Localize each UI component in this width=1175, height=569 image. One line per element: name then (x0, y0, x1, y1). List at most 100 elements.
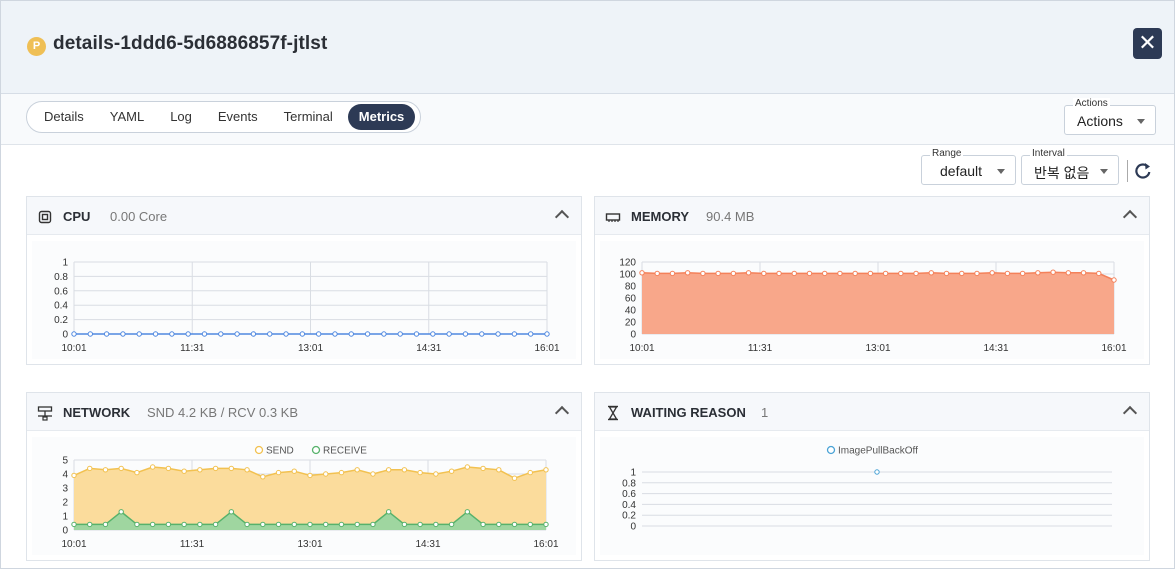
y-tick-label: 0.8 (54, 272, 68, 283)
data-point (165, 521, 172, 528)
data-point (730, 270, 737, 277)
hourglass-icon (608, 405, 618, 421)
collapse-icon[interactable] (1122, 405, 1138, 421)
interval-value: 반복 없음 (1034, 165, 1090, 181)
data-point (464, 509, 471, 515)
x-tick-label: 16:01 (534, 343, 559, 354)
data-point (323, 521, 329, 528)
data-point (776, 270, 782, 277)
tab-events[interactable]: Events (217, 109, 258, 124)
y-tick-label: 0.4 (54, 301, 68, 312)
x-tick-label: 14:31 (415, 539, 440, 550)
interval-select[interactable]: Interval 반복 없음 (1021, 148, 1119, 185)
tab-details[interactable]: Details (44, 109, 84, 124)
data-point (87, 465, 93, 472)
data-point (299, 331, 306, 337)
data-point (120, 331, 126, 337)
legend-marker (826, 445, 836, 455)
data-point (913, 270, 919, 277)
tab-group: Details YAML Log Events Terminal Metrics (26, 101, 422, 133)
y-tick-label: 40 (625, 306, 637, 317)
network-title: NETWORK (63, 405, 131, 420)
y-tick-label: 1 (62, 258, 68, 269)
data-point (989, 270, 995, 276)
data-point (181, 521, 187, 528)
network-chart: 5 4 3 2 1 0 10:01 11:31 13:01 14:31 16:01 SEND RECEI… (61, 446, 558, 551)
data-point (496, 521, 502, 528)
data-point (401, 521, 408, 528)
data-point (244, 521, 250, 528)
data-point (639, 270, 645, 276)
collapse-icon[interactable] (1122, 209, 1138, 225)
data-point (480, 465, 486, 472)
data-point (806, 270, 813, 277)
data-point (446, 331, 452, 337)
close-button[interactable]: ✕ (1133, 28, 1162, 59)
data-point (1019, 270, 1026, 277)
range-select[interactable]: Range default (921, 148, 1016, 185)
y-tick-label: 4 (62, 470, 68, 481)
x-tick-label: 13:01 (865, 343, 890, 354)
data-point (495, 331, 501, 337)
tab-bar: Details YAML Log Events Terminal Metrics… (1, 94, 1174, 145)
data-point (1065, 270, 1072, 276)
data-point (413, 331, 420, 337)
network-panel: NETWORK SND 4.2 KB / RCV 0.3 KB 5 4 3 2 1 0 10… (26, 392, 582, 561)
actions-value: Actions (1077, 113, 1123, 129)
data-point (433, 471, 439, 477)
data-point (212, 465, 219, 472)
memory-value: 90.4 MB (706, 209, 755, 224)
x-tick-label: 11:31 (180, 539, 205, 550)
data-point (511, 331, 518, 337)
data-point (867, 270, 874, 277)
data-point (898, 270, 904, 277)
actions-dropdown[interactable]: Actions Actions (1064, 98, 1156, 135)
data-point (332, 331, 338, 337)
range-value: default (940, 163, 983, 179)
cpu-chart: 1 0.8 0.6 0.4 0.2 0 10:01 11:31 13:01 14:31 16:01 (54, 258, 560, 355)
tab-log[interactable]: Log (170, 109, 192, 124)
y-tick-label: 5 (62, 456, 68, 467)
y-tick-label: 0.6 (54, 286, 68, 297)
data-point (87, 521, 93, 528)
y-tick-label: 0.2 (622, 511, 636, 522)
data-point (837, 270, 843, 277)
y-tick-label: 0 (630, 330, 636, 341)
data-point (1111, 277, 1117, 283)
tab-yaml[interactable]: YAML (109, 109, 145, 124)
y-tick-label: 120 (619, 258, 636, 269)
tab-metrics[interactable]: Metrics (347, 104, 416, 130)
data-point (761, 270, 767, 277)
y-tick-label: 2 (62, 498, 68, 509)
data-point (201, 331, 208, 337)
series-area (642, 272, 1114, 334)
collapse-icon[interactable] (554, 405, 570, 421)
data-point (212, 521, 219, 528)
data-point (315, 331, 322, 337)
tab-terminal[interactable]: Terminal (283, 109, 333, 124)
memory-panel-header: MEMORY 90.4 MB (595, 197, 1149, 235)
data-point (928, 270, 934, 276)
refresh-button[interactable] (1127, 160, 1152, 182)
legend-label: SEND (266, 446, 294, 457)
chevron-down-icon (1137, 119, 1145, 124)
x-tick-label: 10:01 (61, 343, 86, 354)
data-point (260, 474, 266, 480)
data-point (87, 331, 94, 337)
cpu-title: CPU (63, 209, 91, 224)
y-tick-label: 1 (62, 512, 68, 523)
collapse-icon[interactable] (554, 209, 570, 225)
data-point (218, 331, 224, 337)
data-point (527, 469, 533, 476)
data-point (102, 521, 109, 528)
data-point (283, 331, 289, 337)
data-point (134, 521, 140, 528)
data-point (338, 469, 345, 476)
memory-icon (605, 213, 621, 222)
chevron-down-icon (1100, 169, 1108, 174)
data-point (417, 521, 423, 528)
x-tick-label: 16:01 (533, 539, 558, 550)
data-point (385, 467, 392, 473)
series-area (74, 467, 546, 530)
data-point (102, 467, 109, 473)
